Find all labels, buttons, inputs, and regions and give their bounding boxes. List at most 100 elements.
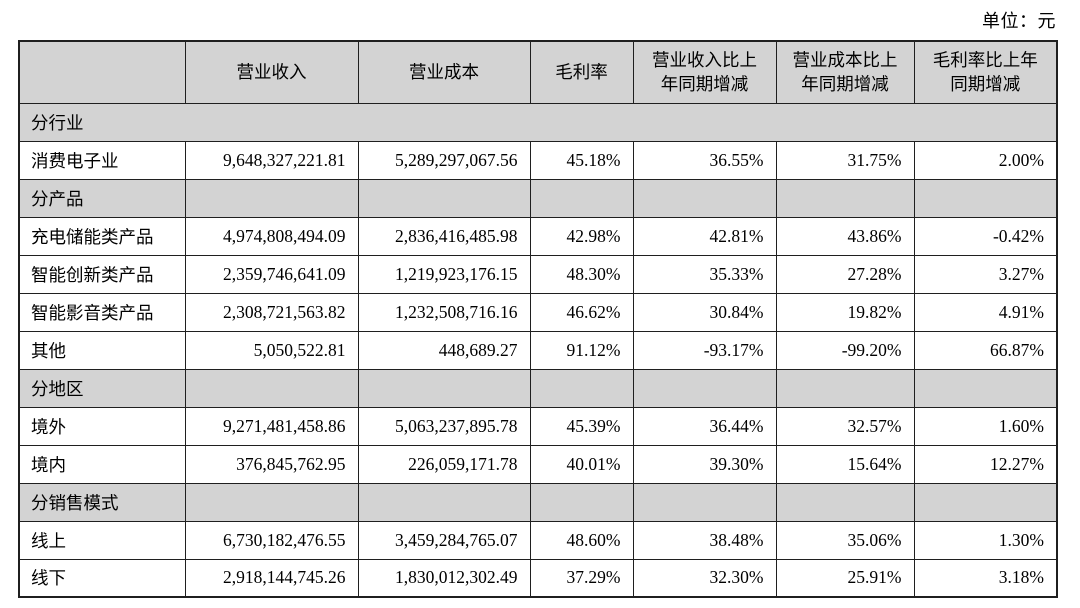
empty-cell: [913, 482, 1058, 522]
value-cell: 2.00%: [913, 140, 1058, 180]
value-cell: -0.42%: [913, 216, 1058, 256]
row-label: 充电储能类产品: [18, 216, 186, 256]
value-cell: 5,289,297,067.56: [357, 140, 531, 180]
value-cell: 376,845,762.95: [184, 444, 359, 484]
table-row: 线上 6,730,182,476.55 3,459,284,765.07 48.60%…: [18, 520, 1058, 560]
value-cell: 15.64%: [775, 444, 915, 484]
empty-cell: [357, 482, 531, 522]
value-cell: 2,359,746,641.09: [184, 254, 359, 294]
value-cell: 1.30%: [913, 520, 1058, 560]
value-cell: 12.27%: [913, 444, 1058, 484]
empty-cell: [775, 482, 915, 522]
value-cell: 35.06%: [775, 520, 915, 560]
row-label: 境内: [18, 444, 186, 484]
value-cell: 43.86%: [775, 216, 915, 256]
value-cell: 39.30%: [632, 444, 777, 484]
table-row: 线下 2,918,144,745.26 1,830,012,302.49 37.29%…: [18, 558, 1058, 598]
value-cell: 27.28%: [775, 254, 915, 294]
value-cell: 48.60%: [529, 520, 634, 560]
value-cell: 37.29%: [529, 558, 634, 598]
row-label: 消费电子业: [18, 140, 186, 180]
row-label: 其他: [18, 330, 186, 370]
empty-cell: [913, 368, 1058, 408]
table-row: 智能影音类产品 2,308,721,563.82 1,232,508,716.16 4…: [18, 292, 1058, 332]
table-row: 其他 5,050,522.81 448,689.27 91.12% -93.17% -99…: [18, 330, 1058, 370]
value-cell: 3.18%: [913, 558, 1058, 598]
row-label: 智能创新类产品: [18, 254, 186, 294]
value-cell: 66.87%: [913, 330, 1058, 370]
table-row: 充电储能类产品 4,974,808,494.09 2,836,416,485.98 4…: [18, 216, 1058, 256]
row-label: 智能影音类产品: [18, 292, 186, 332]
empty-cell: [775, 368, 915, 408]
table-body: 分行业 消费电子业 9,648,327,221.81 5,289,297,067.56…: [18, 102, 1058, 598]
value-cell: 6,730,182,476.55: [184, 520, 359, 560]
value-cell: -93.17%: [632, 330, 777, 370]
value-cell: 45.39%: [529, 406, 634, 446]
value-cell: 40.01%: [529, 444, 634, 484]
value-cell: 32.57%: [775, 406, 915, 446]
unit-label: 单位：元: [982, 11, 1056, 31]
value-cell: 2,836,416,485.98: [357, 216, 531, 256]
value-cell: 5,063,237,895.78: [357, 406, 531, 446]
empty-cell: [775, 178, 915, 218]
empty-cell: [529, 368, 634, 408]
table-head: 营业收入 营业成本 毛利率 营业收入比上年同期增减 营业成本比上年同期增减 毛利率比上年同…: [18, 40, 1058, 104]
value-cell: 1,232,508,716.16: [357, 292, 531, 332]
value-cell: 4,974,808,494.09: [184, 216, 359, 256]
empty-cell: [184, 368, 359, 408]
column-header: 毛利率: [529, 40, 634, 104]
empty-cell: [913, 178, 1058, 218]
table-row: 分产品: [18, 178, 1058, 218]
value-cell: 36.44%: [632, 406, 777, 446]
value-cell: 30.84%: [632, 292, 777, 332]
empty-cell: [357, 368, 531, 408]
corner-header-cell: [18, 40, 186, 104]
value-cell: 1,219,923,176.15: [357, 254, 531, 294]
section-label: 分行业: [18, 102, 1058, 142]
column-header: 营业收入: [184, 40, 359, 104]
value-cell: 35.33%: [632, 254, 777, 294]
empty-cell: [529, 482, 634, 522]
value-cell: 1,830,012,302.49: [357, 558, 531, 598]
empty-cell: [529, 178, 634, 218]
table-row: 境内 376,845,762.95 226,059,171.78 40.01% 39.3…: [18, 444, 1058, 484]
value-cell: 19.82%: [775, 292, 915, 332]
table-header-row: 营业收入 营业成本 毛利率 营业收入比上年同期增减 营业成本比上年同期增减 毛利率比上年同…: [18, 40, 1058, 104]
table-row: 分行业: [18, 102, 1058, 142]
section-label: 分产品: [18, 178, 186, 218]
value-cell: 42.81%: [632, 216, 777, 256]
table-row: 分地区: [18, 368, 1058, 408]
value-cell: 38.48%: [632, 520, 777, 560]
value-cell: 226,059,171.78: [357, 444, 531, 484]
empty-cell: [184, 482, 359, 522]
column-header: 营业收入比上年同期增减: [632, 40, 777, 104]
value-cell: 4.91%: [913, 292, 1058, 332]
empty-cell: [357, 178, 531, 218]
table-row: 消费电子业 9,648,327,221.81 5,289,297,067.56 45.…: [18, 140, 1058, 180]
column-header: 营业成本比上年同期增减: [775, 40, 915, 104]
column-header: 营业成本: [357, 40, 531, 104]
empty-cell: [632, 482, 777, 522]
value-cell: 46.62%: [529, 292, 634, 332]
value-cell: 448,689.27: [357, 330, 531, 370]
table-row: 智能创新类产品 2,359,746,641.09 1,219,923,176.15 4…: [18, 254, 1058, 294]
value-cell: 3.27%: [913, 254, 1058, 294]
empty-cell: [184, 178, 359, 218]
empty-cell: [632, 368, 777, 408]
value-cell: 9,271,481,458.86: [184, 406, 359, 446]
section-label: 分销售模式: [18, 482, 186, 522]
value-cell: 3,459,284,765.07: [357, 520, 531, 560]
value-cell: 91.12%: [529, 330, 634, 370]
value-cell: 1.60%: [913, 406, 1058, 446]
row-label: 境外: [18, 406, 186, 446]
value-cell: 36.55%: [632, 140, 777, 180]
column-header: 毛利率比上年同期增减: [913, 40, 1058, 104]
value-cell: 9,648,327,221.81: [184, 140, 359, 180]
value-cell: 48.30%: [529, 254, 634, 294]
empty-cell: [632, 178, 777, 218]
value-cell: 5,050,522.81: [184, 330, 359, 370]
value-cell: 25.91%: [775, 558, 915, 598]
row-label: 线上: [18, 520, 186, 560]
value-cell: 42.98%: [529, 216, 634, 256]
